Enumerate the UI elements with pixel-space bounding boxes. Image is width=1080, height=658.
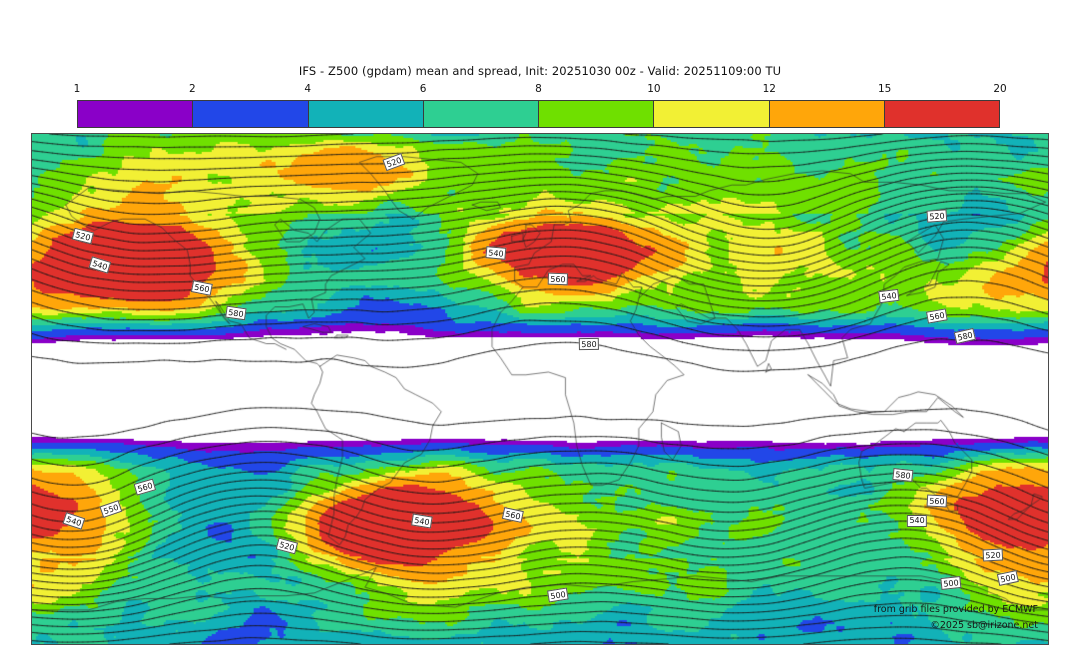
colorbar-tick-2: 2 [189,83,196,95]
colorbar-tick-15: 15 [877,83,892,95]
colorbar-tick-8: 8 [535,83,542,95]
colorbar-segment-10-12 [653,101,769,127]
colorbar-segment-2-4 [192,101,308,127]
colorbar [77,100,1000,128]
colorbar-tick-6: 6 [419,83,427,95]
data-source-credit: from grib files provided by ECMWF [873,604,1038,615]
colorbar-segment-12-15 [768,101,884,127]
colorbar-tick-12: 12 [762,83,776,95]
colorbar-tick-10: 10 [647,83,661,95]
map-panel[interactable]: 520 540 520 560 580 540 560 580 520 540 560 580 560 5… [31,133,1049,645]
colorbar-segment-15-20 [883,101,999,127]
page-title: IFS - Z500 (gpdam) mean and spread, Init… [298,64,782,78]
spread-contour-map[interactable] [32,134,1048,644]
colorbar-segments [77,100,1000,128]
colorbar-tick-1: 1 [73,83,81,95]
colorbar-tick-4: 4 [304,83,312,95]
colorbar-segment-6-8 [422,101,538,127]
copyright-credit: ©2025 sb@irizone.net [930,620,1038,631]
colorbar-segment-4-6 [307,101,423,127]
colorbar-segment-8-10 [538,101,654,127]
colorbar-segment-1-2 [78,101,193,127]
colorbar-tick-labels: 1 2 4 6 8 10 12 15 20 [73,83,1007,99]
colorbar-tick-20: 20 [993,83,1007,95]
